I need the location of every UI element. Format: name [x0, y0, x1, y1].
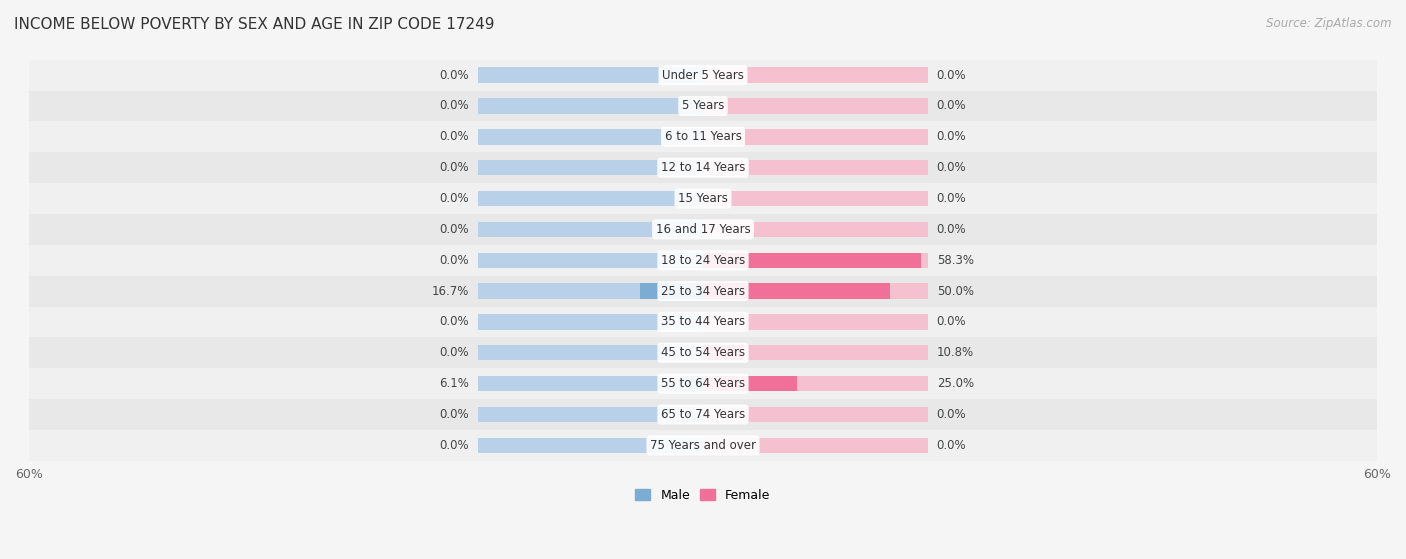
Bar — [30, 245, 1376, 276]
Bar — [478, 160, 703, 176]
Bar — [703, 345, 744, 361]
Text: 25.0%: 25.0% — [936, 377, 974, 390]
Text: 0.0%: 0.0% — [440, 408, 470, 421]
Bar — [703, 283, 890, 299]
Text: 58.3%: 58.3% — [936, 254, 974, 267]
Text: Under 5 Years: Under 5 Years — [662, 69, 744, 82]
Bar — [478, 222, 703, 237]
Text: 0.0%: 0.0% — [440, 100, 470, 112]
Text: 45 to 54 Years: 45 to 54 Years — [661, 346, 745, 359]
Bar — [478, 314, 703, 330]
Bar — [478, 253, 703, 268]
Text: 75 Years and over: 75 Years and over — [650, 439, 756, 452]
Text: 25 to 34 Years: 25 to 34 Years — [661, 285, 745, 297]
Text: 16 and 17 Years: 16 and 17 Years — [655, 223, 751, 236]
Text: 50.0%: 50.0% — [936, 285, 974, 297]
Text: 0.0%: 0.0% — [440, 223, 470, 236]
Bar — [30, 430, 1376, 461]
Text: 18 to 24 Years: 18 to 24 Years — [661, 254, 745, 267]
Text: 15 Years: 15 Years — [678, 192, 728, 205]
Text: 0.0%: 0.0% — [440, 315, 470, 329]
Bar — [703, 98, 928, 113]
Text: Source: ZipAtlas.com: Source: ZipAtlas.com — [1267, 17, 1392, 30]
Bar — [703, 438, 928, 453]
Bar — [703, 129, 928, 145]
Bar — [703, 222, 928, 237]
Text: 6.1%: 6.1% — [440, 377, 470, 390]
Bar — [703, 345, 928, 361]
Text: 0.0%: 0.0% — [936, 223, 966, 236]
Text: 0.0%: 0.0% — [936, 192, 966, 205]
Bar — [30, 152, 1376, 183]
Text: 0.0%: 0.0% — [936, 439, 966, 452]
Text: 16.7%: 16.7% — [432, 285, 470, 297]
Bar — [30, 121, 1376, 152]
Text: 0.0%: 0.0% — [936, 69, 966, 82]
Text: 10.8%: 10.8% — [936, 346, 974, 359]
Bar — [703, 160, 928, 176]
Bar — [478, 376, 703, 391]
Legend: Male, Female: Male, Female — [630, 484, 776, 506]
Text: 0.0%: 0.0% — [440, 161, 470, 174]
Bar — [703, 407, 928, 422]
Bar — [703, 314, 928, 330]
Bar — [703, 283, 928, 299]
Bar — [30, 183, 1376, 214]
Bar — [703, 376, 797, 391]
Text: 0.0%: 0.0% — [936, 315, 966, 329]
Text: 0.0%: 0.0% — [440, 130, 470, 143]
Bar — [478, 129, 703, 145]
Text: 0.0%: 0.0% — [936, 161, 966, 174]
Text: 65 to 74 Years: 65 to 74 Years — [661, 408, 745, 421]
Bar — [478, 283, 703, 299]
Text: 12 to 14 Years: 12 to 14 Years — [661, 161, 745, 174]
Text: 35 to 44 Years: 35 to 44 Years — [661, 315, 745, 329]
Text: INCOME BELOW POVERTY BY SEX AND AGE IN ZIP CODE 17249: INCOME BELOW POVERTY BY SEX AND AGE IN Z… — [14, 17, 495, 32]
Bar — [30, 91, 1376, 121]
Bar — [703, 376, 928, 391]
Text: 0.0%: 0.0% — [936, 100, 966, 112]
Text: 0.0%: 0.0% — [440, 69, 470, 82]
Bar — [478, 407, 703, 422]
Text: 55 to 64 Years: 55 to 64 Years — [661, 377, 745, 390]
Text: 0.0%: 0.0% — [440, 192, 470, 205]
Bar — [478, 98, 703, 113]
Bar — [703, 68, 928, 83]
Bar — [478, 438, 703, 453]
Bar — [478, 68, 703, 83]
Bar — [641, 283, 703, 299]
Text: 0.0%: 0.0% — [936, 130, 966, 143]
Text: 5 Years: 5 Years — [682, 100, 724, 112]
Bar — [478, 345, 703, 361]
Bar — [30, 214, 1376, 245]
Bar — [30, 306, 1376, 338]
Bar — [30, 368, 1376, 399]
Bar — [30, 338, 1376, 368]
Bar — [703, 191, 928, 206]
Bar — [30, 276, 1376, 306]
Text: 6 to 11 Years: 6 to 11 Years — [665, 130, 741, 143]
Bar — [30, 399, 1376, 430]
Text: 0.0%: 0.0% — [936, 408, 966, 421]
Text: 0.0%: 0.0% — [440, 254, 470, 267]
Text: 0.0%: 0.0% — [440, 439, 470, 452]
Bar — [703, 253, 921, 268]
Bar — [703, 253, 928, 268]
Text: 0.0%: 0.0% — [440, 346, 470, 359]
Bar — [30, 60, 1376, 91]
Bar — [681, 376, 703, 391]
Bar — [478, 191, 703, 206]
